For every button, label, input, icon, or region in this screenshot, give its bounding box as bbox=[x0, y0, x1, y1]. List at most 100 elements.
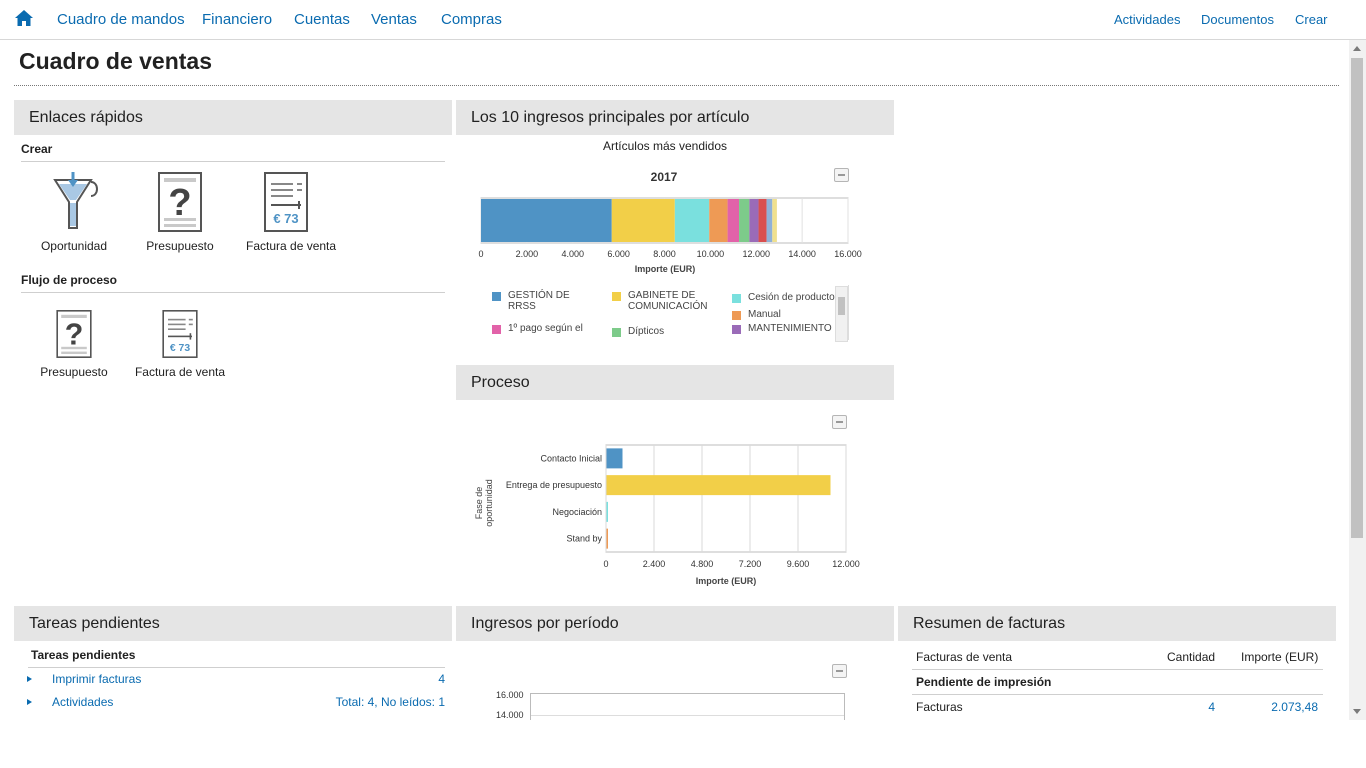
invoice-icon: € 73 bbox=[162, 310, 198, 358]
legend-item[interactable]: GESTIÓN DE RRSS bbox=[492, 290, 570, 312]
income-period-title: Ingresos por período bbox=[471, 615, 619, 632]
top-items-chart-menu-button[interactable] bbox=[834, 168, 849, 182]
income-y-tick: 14.000 bbox=[496, 710, 524, 720]
process-title: Proceso bbox=[471, 374, 530, 391]
process-bar bbox=[606, 475, 831, 496]
process-x-axis-label: Importe (EUR) bbox=[695, 576, 757, 586]
legend-swatch bbox=[612, 292, 621, 301]
invoice-section-pending-print: Pendiente de impresión bbox=[916, 675, 1052, 689]
legend-item[interactable]: 1º pago según el bbox=[492, 323, 583, 334]
invoice-section-divider bbox=[912, 694, 1323, 695]
quick-link-sales-invoice[interactable]: € 73 Factura de venta bbox=[246, 170, 336, 253]
legend-scrollbar-thumb[interactable] bbox=[838, 297, 845, 315]
nav-actividades[interactable]: Actividades bbox=[1114, 12, 1181, 27]
nav-cuadro-de-mandos[interactable]: Cuadro de mandos bbox=[57, 11, 185, 28]
legend-label: GESTIÓN DE RRSS bbox=[508, 290, 570, 312]
pending-task-print-invoices-count[interactable]: 4 bbox=[438, 672, 445, 686]
nav-documentos[interactable]: Documentos bbox=[1201, 12, 1274, 27]
flow-sales-invoice-label: Factura de venta bbox=[134, 365, 226, 379]
expand-arrow-icon[interactable] bbox=[27, 676, 32, 682]
invoice-row-qty[interactable]: 4 bbox=[1208, 700, 1215, 714]
top-items-bar-segment bbox=[758, 199, 767, 242]
quick-link-quote[interactable]: ? Presupuesto bbox=[140, 170, 220, 253]
vertical-scrollbar[interactable] bbox=[1349, 40, 1366, 720]
legend-label: Dípticos bbox=[628, 326, 665, 337]
top-items-x-tick: 16.000 bbox=[834, 249, 862, 259]
flow-link-sales-invoice[interactable]: € 73 Factura de venta bbox=[130, 308, 230, 379]
top-items-x-tick: 6.000 bbox=[607, 249, 630, 259]
quote-question-icon: ? bbox=[158, 172, 202, 232]
top-items-chart-title: Artículos más vendidos bbox=[602, 139, 728, 153]
top-items-x-axis-label: Importe (EUR) bbox=[634, 264, 696, 274]
legend-item[interactable]: MANTENIMIENTO bbox=[732, 323, 832, 334]
top-items-x-tick: 8.000 bbox=[653, 249, 676, 259]
top-items-bar-segment bbox=[727, 199, 740, 242]
invoice-icon-amount: € 73 bbox=[273, 211, 298, 226]
nav-crear[interactable]: Crear bbox=[1295, 12, 1328, 27]
invoice-icon-amount: € 73 bbox=[170, 343, 190, 354]
top-items-x-tick: 4.000 bbox=[561, 249, 584, 259]
top-items-legend: GESTIÓN DE RRSS GABINETE DE COMUNICACIÓN C… bbox=[478, 285, 849, 340]
invoice-row-amount[interactable]: 2.073,48 bbox=[1271, 700, 1318, 714]
process-chart: 0 2.400 4.800 7.200 9.600 12.000 Contacto Inic… bbox=[506, 444, 860, 569]
top-items-bar-segment bbox=[749, 199, 759, 242]
legend-label: GABINETE DE COMUNICACIÓN bbox=[628, 290, 708, 312]
process-category-label: Stand by bbox=[566, 534, 602, 544]
process-chart-menu-button[interactable] bbox=[832, 415, 847, 429]
process-category-label: Entrega de presupuesto bbox=[506, 480, 602, 490]
top-items-chart-year: 2017 bbox=[650, 170, 678, 184]
svg-text:?: ? bbox=[168, 182, 191, 224]
legend-item[interactable]: GABINETE DE COMUNICACIÓN bbox=[612, 290, 708, 312]
home-icon[interactable] bbox=[14, 9, 34, 27]
income-chart-gridline bbox=[531, 715, 844, 716]
process-flow-label: Flujo de proceso bbox=[21, 273, 118, 287]
legend-swatch bbox=[492, 325, 501, 334]
process-flow-divider bbox=[21, 292, 445, 293]
top-items-chart: 0 2.000 4.000 6.000 8.000 10.000 12.000 14.000 1… bbox=[478, 197, 862, 259]
expand-arrow-icon[interactable] bbox=[27, 699, 32, 705]
top-navigation: Cuadro de mandos Financiero Cuentas Vent… bbox=[0, 0, 1366, 40]
income-chart-menu-button[interactable] bbox=[832, 664, 847, 678]
top-items-x-tick: 10.000 bbox=[697, 249, 725, 259]
legend-item[interactable]: Manual bbox=[732, 309, 781, 320]
invoice-summary-title: Resumen de facturas bbox=[913, 615, 1066, 632]
scrollbar-thumb[interactable] bbox=[1351, 58, 1363, 538]
quick-link-opportunity[interactable]: Oportunidad bbox=[34, 170, 114, 253]
top-items-bar-segment bbox=[481, 199, 612, 242]
funnel-icon bbox=[53, 172, 98, 229]
flow-quote-label: Presupuesto bbox=[40, 365, 108, 379]
process-x-tick: 2.400 bbox=[643, 559, 666, 569]
legend-item[interactable]: Cesión de producto bbox=[732, 292, 835, 303]
nav-cuentas[interactable]: Cuentas bbox=[294, 11, 350, 28]
title-divider bbox=[14, 85, 1339, 86]
process-bar bbox=[606, 448, 623, 469]
create-section-label: Crear bbox=[21, 142, 53, 156]
pending-tasks-header: Tareas pendientes bbox=[14, 606, 452, 641]
pending-tasks-title: Tareas pendientes bbox=[29, 615, 160, 632]
process-category-label: Negociación bbox=[552, 507, 602, 517]
pending-task-print-invoices[interactable]: Imprimir facturas bbox=[52, 672, 142, 686]
nav-financiero[interactable]: Financiero bbox=[202, 11, 273, 28]
legend-item[interactable]: Dípticos bbox=[612, 326, 665, 337]
top-items-bar-segment bbox=[709, 199, 728, 242]
legend-scrollbar[interactable] bbox=[835, 286, 848, 342]
nav-compras[interactable]: Compras bbox=[441, 11, 502, 28]
legend-swatch bbox=[612, 328, 621, 337]
top-items-x-tick: 0 bbox=[478, 249, 483, 259]
invoice-col-qty: Cantidad bbox=[1167, 650, 1216, 664]
pending-task-activities[interactable]: Actividades bbox=[52, 695, 114, 709]
scroll-up-icon[interactable] bbox=[1353, 46, 1361, 51]
quote-label: Presupuesto bbox=[146, 239, 214, 253]
pending-task-activities-count[interactable]: Total: 4, No leídos: 1 bbox=[335, 695, 445, 709]
legend-label: Cesión de producto bbox=[748, 292, 835, 303]
income-period-header: Ingresos por período bbox=[456, 606, 894, 641]
create-section-divider bbox=[21, 161, 445, 162]
legend-swatch bbox=[732, 325, 741, 334]
scroll-down-icon[interactable] bbox=[1353, 709, 1361, 714]
nav-ventas[interactable]: Ventas bbox=[371, 11, 417, 28]
process-x-tick: 4.800 bbox=[691, 559, 714, 569]
quote-question-icon: ? bbox=[56, 310, 92, 358]
process-plot-area bbox=[605, 444, 847, 553]
pending-tasks-divider bbox=[28, 667, 445, 668]
flow-link-quote[interactable]: ? Presupuesto bbox=[34, 308, 114, 379]
